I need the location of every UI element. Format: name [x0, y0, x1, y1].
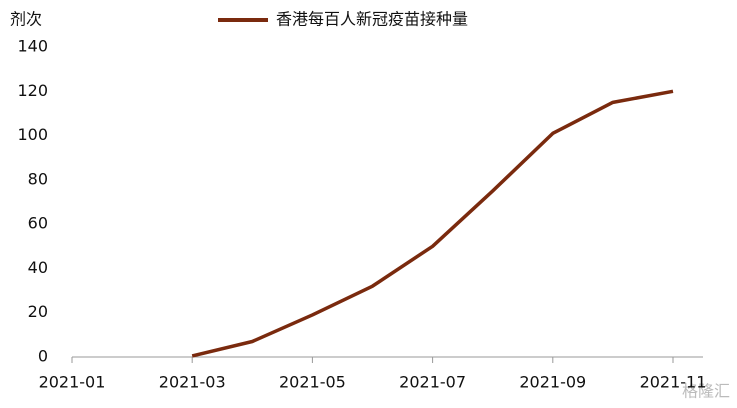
- x-tick-label: 2021-05: [279, 373, 346, 392]
- y-tick-label: 20: [28, 302, 48, 321]
- y-tick-label: 40: [28, 258, 48, 277]
- y-axis-label: 剂次: [10, 10, 42, 29]
- y-tick-label: 80: [28, 169, 48, 188]
- x-tick-label: 2021-11: [640, 373, 707, 392]
- y-tick-label: 0: [38, 347, 48, 366]
- watermark: 格隆汇: [682, 382, 730, 401]
- data-line: [191, 89, 674, 358]
- x-tick-label: 2021-07: [399, 373, 466, 392]
- y-tick-label: 100: [17, 125, 48, 144]
- y-tick-label: 60: [28, 214, 48, 233]
- legend-label: 香港每百人新冠疫苗接种量: [276, 10, 468, 29]
- x-tick-label: 2021-03: [159, 373, 226, 392]
- y-tick-label: 140: [17, 37, 48, 56]
- x-tick-label: 2021-01: [39, 373, 106, 392]
- x-tick-label: 2021-09: [519, 373, 586, 392]
- y-tick-label: 120: [17, 81, 48, 100]
